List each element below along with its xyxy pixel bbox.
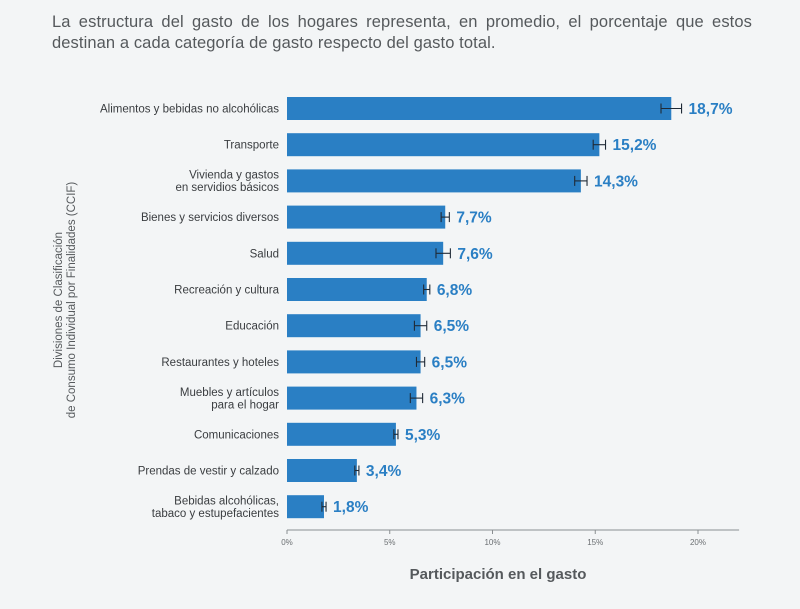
data-label: 18,7%	[689, 101, 733, 118]
bar-row: 6,8% Recreación y cultura	[174, 278, 472, 301]
y-axis-label: Divisiones de Clasificación de Consumo In…	[53, 182, 78, 419]
bar-row: 7,7% Bienes y servicios diversos	[141, 205, 492, 229]
intro-text: La estructura del gasto de los hogares r…	[52, 13, 752, 52]
y-axis-title: Divisiones de Clasificación de Consumo In…	[53, 182, 78, 419]
data-label: 6,5%	[434, 318, 470, 335]
x-tick-label: 15%	[587, 538, 603, 547]
data-label: 7,7%	[456, 210, 492, 227]
bar-row: 1,8% Bebidas alcohólicas,tabaco y estupef…	[152, 495, 369, 520]
bar	[287, 386, 417, 410]
bar	[287, 422, 396, 446]
error-bar	[321, 501, 327, 512]
data-label: 6,5%	[432, 354, 468, 371]
data-label: 7,6%	[457, 246, 493, 263]
data-label: 3,4%	[366, 463, 402, 480]
data-label: 6,3%	[430, 391, 466, 408]
category-label: Restaurantes y hoteles	[161, 357, 279, 369]
data-label: 5,3%	[405, 427, 441, 444]
bar	[287, 314, 421, 338]
bar-row: 15,2% Transporte	[224, 133, 657, 157]
error-bar	[574, 175, 588, 186]
category-label: Vivienda y gastos	[189, 170, 279, 182]
bar	[287, 133, 600, 157]
bar	[287, 495, 324, 519]
x-tick-label: 5%	[384, 538, 396, 547]
error-bar	[660, 103, 683, 114]
error-bar	[440, 212, 450, 223]
bar	[287, 278, 427, 301]
category-label: Bebidas alcohólicas,	[174, 495, 279, 507]
category-label: en servidios básicos	[175, 182, 279, 194]
data-label: 6,8%	[437, 282, 473, 299]
y-axis-title-line: Divisiones de Clasificación	[53, 232, 65, 368]
error-bar	[435, 248, 451, 259]
bar	[287, 169, 581, 193]
bar-row: 6,5% Restaurantes y hoteles	[161, 350, 468, 374]
category-label: Educación	[225, 321, 279, 333]
category-label: para el hogar	[211, 399, 279, 411]
category-label: Salud	[250, 248, 279, 260]
bar	[287, 350, 421, 374]
category-label: Recreación y cultura	[174, 285, 279, 297]
category-label: Comunicaciones	[194, 429, 279, 441]
error-bar	[393, 429, 399, 440]
error-bar	[592, 139, 607, 150]
bar	[287, 205, 446, 229]
category-label: Transporte	[224, 140, 279, 152]
bar-row: 5,3% Comunicaciones	[194, 422, 441, 446]
x-tick-label: 10%	[484, 538, 500, 547]
category-label: Muebles y artículos	[180, 387, 279, 399]
bar	[287, 241, 444, 265]
x-axis-title: Participación en el gasto	[410, 566, 587, 583]
x-tick-label: 0%	[281, 538, 293, 547]
y-axis-title-line: de Consumo Individual por Finalidades (C…	[66, 182, 78, 419]
bar-row: 3,4% Prendas de vestir y calzado	[138, 459, 402, 482]
x-tick-label: 20%	[690, 538, 706, 547]
error-bar	[415, 356, 426, 367]
data-label: 15,2%	[613, 137, 657, 154]
x-axis: 0% 5% 10% 15% 20%	[281, 529, 740, 547]
bar-row: 7,6% Salud	[250, 241, 493, 265]
bar-row: 18,7% Alimentos y bebidas no alcohólicas	[100, 97, 733, 120]
category-label: Alimentos y bebidas no alcohólicas	[100, 104, 279, 116]
bar	[287, 459, 357, 482]
bar-row: 6,5% Educación	[225, 314, 470, 338]
error-bar	[413, 320, 428, 331]
error-bar	[409, 393, 424, 404]
error-bar	[354, 465, 360, 476]
data-label: 14,3%	[594, 173, 638, 190]
category-label: Bienes y servicios diversos	[141, 212, 279, 224]
category-label: tabaco y estupefacientes	[152, 508, 279, 520]
bar	[287, 97, 672, 120]
bars-group: 18,7%Alimentos y bebidas no alcohólicas1…	[100, 97, 733, 520]
data-label: 1,8%	[333, 499, 369, 516]
error-bar	[423, 284, 431, 295]
category-label: Prendas de vestir y calzado	[138, 466, 279, 478]
